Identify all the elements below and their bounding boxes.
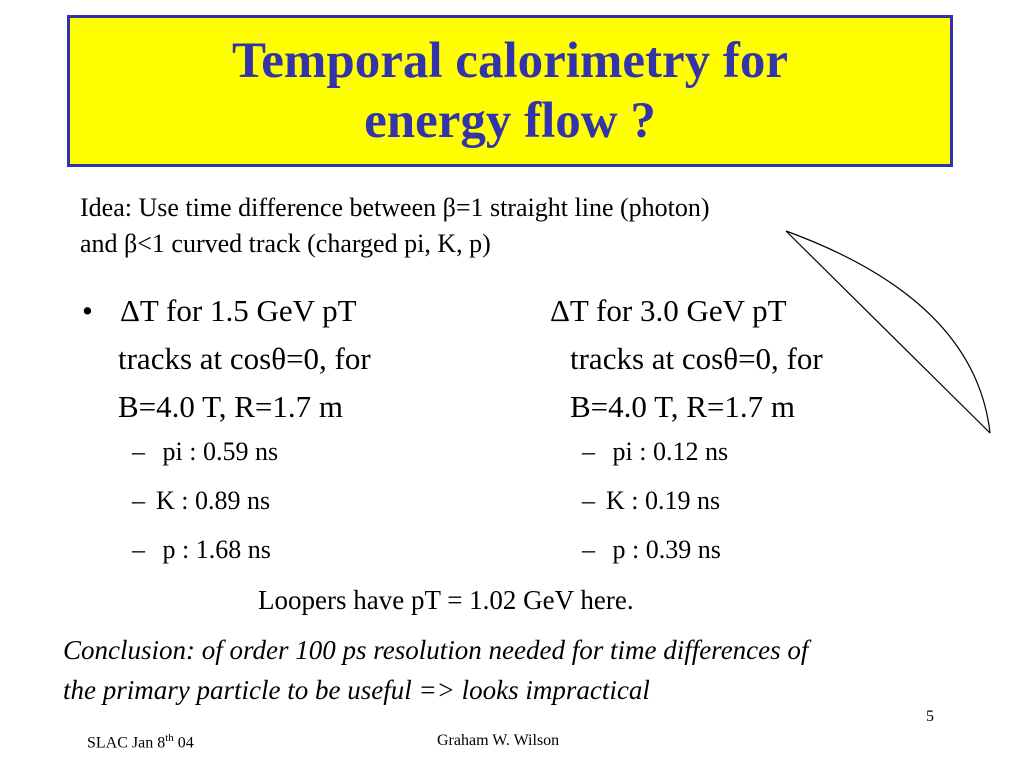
- left-item-p: p : 1.68 ns: [162, 535, 271, 564]
- idea-line-2: and β<1 curved track (charged pi, K, p): [80, 229, 491, 258]
- footer-date-suffix: 04: [173, 734, 194, 752]
- right-item-k: K : 0.19 ns: [606, 486, 721, 515]
- list-item: – pi : 0.59 ns: [132, 427, 278, 476]
- right-item-p: p : 0.39 ns: [612, 535, 721, 564]
- page-number: 5: [926, 708, 934, 725]
- dash: –: [582, 535, 595, 564]
- right-sublist: – pi : 0.12 ns – K : 0.19 ns – p : 0.39 n…: [582, 427, 728, 574]
- list-item: – p : 0.39 ns: [582, 525, 728, 574]
- footer-date-sup: th: [165, 732, 174, 744]
- right-heading-line-3: B=4.0 T, R=1.7 m: [570, 389, 796, 424]
- left-item-k: K : 0.89 ns: [156, 486, 271, 515]
- list-item: – p : 1.68 ns: [132, 525, 278, 574]
- right-heading-line-2: tracks at cosθ=0, for: [570, 341, 823, 376]
- straight-photon-line: [785, 230, 991, 434]
- list-item: – K : 0.89 ns: [132, 476, 278, 525]
- idea-line-1: Idea: Use time difference between β=1 st…: [80, 193, 710, 222]
- left-sublist: – pi : 0.59 ns – K : 0.89 ns – p : 1.68 n…: [132, 427, 278, 574]
- left-heading-line-2: tracks at cosθ=0, for: [118, 341, 371, 376]
- right-heading-line-1: ΔT for 3.0 GeV pT: [550, 293, 787, 328]
- conclusion-text: Conclusion: of order 100 ps resolution n…: [63, 630, 808, 710]
- left-heading-line-1: ΔT for 1.5 GeV pT: [120, 293, 357, 328]
- title-box: Temporal calorimetry for energy flow ?: [67, 15, 953, 167]
- bullet: •: [82, 293, 93, 328]
- left-item-pi: pi : 0.59 ns: [162, 437, 279, 466]
- conclusion-line-2: the primary particle to be useful => loo…: [63, 675, 650, 705]
- dash: –: [132, 437, 145, 466]
- list-item: – K : 0.19 ns: [582, 476, 728, 525]
- left-column-heading: • ΔT for 1.5 GeV pT tracks at cosθ=0, fo…: [82, 287, 371, 431]
- left-heading-line-3: B=4.0 T, R=1.7 m: [118, 389, 344, 424]
- dash: –: [582, 437, 595, 466]
- dash: –: [582, 486, 595, 515]
- right-column-heading: ΔT for 3.0 GeV pT tracks at cosθ=0, for …: [550, 287, 823, 431]
- list-item: – pi : 0.12 ns: [582, 427, 728, 476]
- footer-date: SLAC Jan 8th 04: [87, 732, 194, 752]
- slide-title-line-1: Temporal calorimetry for: [231, 33, 789, 89]
- loopers-note: Loopers have pT = 1.02 GeV here.: [258, 585, 634, 615]
- slide-title-line-2: energy flow ?: [364, 93, 656, 149]
- idea-text: Idea: Use time difference between β=1 st…: [80, 190, 710, 262]
- footer-date-prefix: SLAC Jan 8: [87, 734, 166, 752]
- footer-author: Graham W. Wilson: [437, 732, 560, 749]
- dash: –: [132, 535, 145, 564]
- conclusion-line-1: Conclusion: of order 100 ps resolution n…: [63, 635, 809, 665]
- right-item-pi: pi : 0.12 ns: [612, 437, 729, 466]
- curved-track-arc: [785, 230, 991, 434]
- dash: –: [132, 486, 145, 515]
